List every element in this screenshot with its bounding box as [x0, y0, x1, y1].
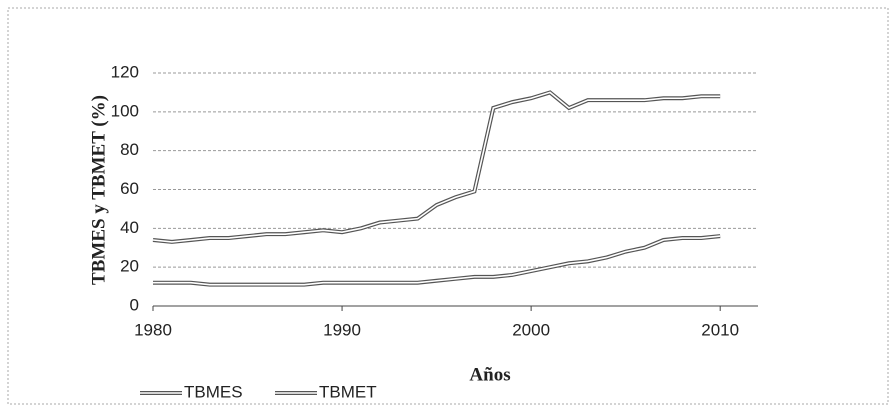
- x-tick-label: 2010: [701, 320, 739, 339]
- y-tick-label: 20: [120, 257, 139, 276]
- x-axis-title: Años: [469, 364, 510, 385]
- y-tick-label: 40: [120, 218, 139, 237]
- line-inner: [153, 235, 721, 286]
- y-tick-label: 0: [130, 295, 139, 314]
- line-inner: [152, 91, 721, 243]
- y-tick-label: 80: [120, 140, 139, 159]
- x-tick-label: 2000: [512, 320, 550, 339]
- y-tick-label: 60: [120, 179, 139, 198]
- line: [153, 234, 721, 287]
- y-tick-label: 100: [111, 101, 139, 120]
- frame: [7, 7, 889, 405]
- y-axis-title: TBMES y TBMET (%): [88, 95, 109, 285]
- legend-label: TBMET: [319, 382, 377, 401]
- line: [152, 90, 721, 244]
- legend-label: TBMES: [184, 382, 243, 401]
- x-tick-label: 1980: [134, 320, 172, 339]
- x-tick-label: 1990: [323, 320, 361, 339]
- y-tick-label: 120: [111, 62, 139, 81]
